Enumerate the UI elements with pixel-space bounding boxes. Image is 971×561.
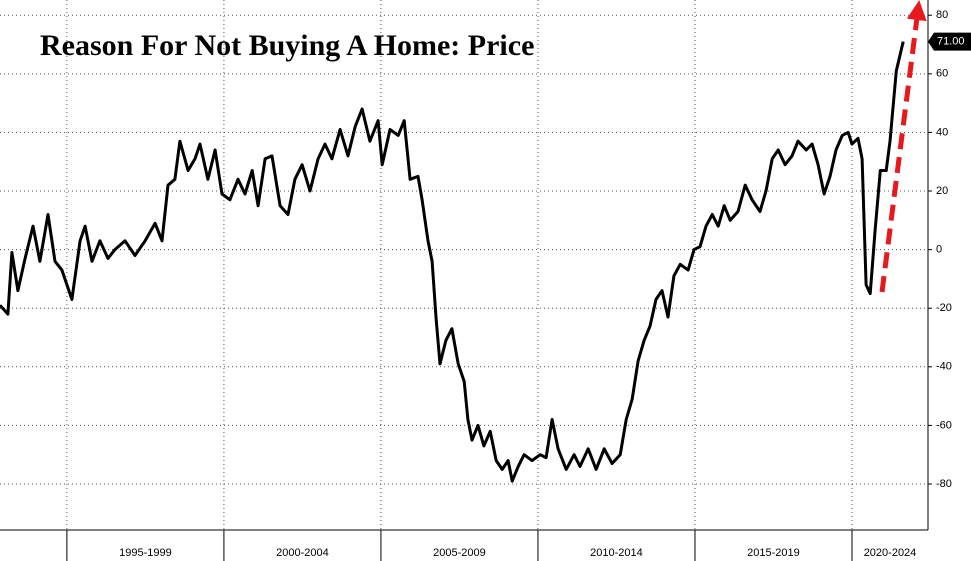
y-tick-label: 20 (936, 185, 948, 197)
chart-title: Reason For Not Buying A Home: Price (40, 29, 534, 62)
plot (0, 41, 905, 483)
x-band-label: 2005-2009 (433, 547, 486, 559)
y-tick-label: -40 (936, 361, 952, 373)
y-tick-label: -80 (936, 478, 952, 490)
x-band-label: 2020-2024 (864, 547, 917, 559)
y-tick-label: 40 (936, 126, 948, 138)
last-value-label: 71.00 (937, 36, 965, 48)
y-tick-label: -60 (936, 419, 952, 431)
x-band-label: 2000-2004 (276, 547, 329, 559)
last-value-tag (928, 32, 971, 51)
grid (0, 0, 928, 530)
data-line (0, 41, 905, 483)
x-band-label: 1995-1999 (119, 547, 172, 559)
y-tick-label: -20 (936, 302, 952, 314)
x-band-label: 2015-2019 (747, 547, 800, 559)
y-tick-label: 60 (936, 68, 948, 80)
x-band-label: 2010-2014 (590, 547, 643, 559)
y-tick-label: 0 (936, 244, 942, 256)
y-tick-label: 80 (936, 9, 948, 21)
